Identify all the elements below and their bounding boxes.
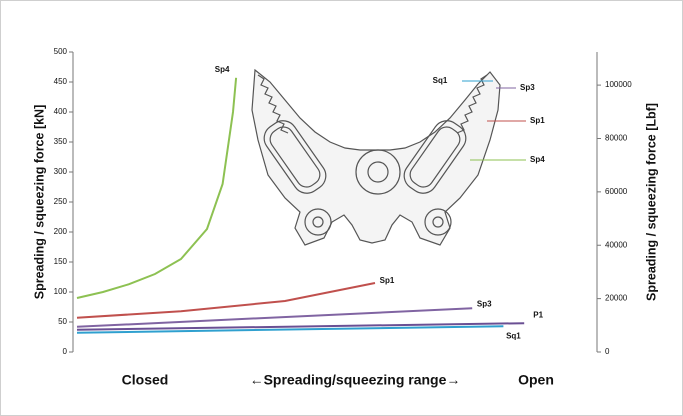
y-axis-title: Spreading / squeezing force [kN]	[32, 105, 46, 299]
y-tick-label: 100	[54, 287, 68, 296]
y2-tick-label: 40000	[605, 240, 628, 249]
series-label: Sp3	[477, 299, 492, 308]
y-tick-label: 0	[63, 347, 68, 356]
y2-tick-label: 0	[605, 347, 610, 356]
chart: Spreading / squeezing force [kN] Spreadi…	[0, 0, 683, 416]
part-label: Sp1	[530, 116, 545, 125]
series-label: P1	[533, 310, 543, 319]
y2-tick-label: 80000	[605, 134, 628, 143]
x-axis-title: ←Spreading/squeezing range→	[250, 372, 461, 388]
y2-axis-title: Spreading / squeezing force [Lbf]	[644, 103, 658, 301]
y2-tick-label: 60000	[605, 187, 628, 196]
y2-tick-label: 20000	[605, 294, 628, 303]
part-label: Sp3	[520, 83, 535, 92]
y-tick-label: 50	[58, 317, 67, 326]
y-tick-label: 300	[54, 167, 68, 176]
y-tick-label: 200	[54, 227, 68, 236]
y-tick-label: 450	[54, 77, 68, 86]
y2-tick-label: 100000	[605, 80, 632, 89]
y-tick-label: 400	[54, 107, 68, 116]
y-tick-label: 150	[54, 257, 68, 266]
part-label: Sp4	[530, 155, 545, 164]
y-tick-label: 500	[54, 47, 68, 56]
x-end-label: Open	[518, 372, 554, 388]
x-start-label: Closed	[122, 372, 169, 388]
y-tick-label: 250	[54, 197, 68, 206]
series-label: Sp1	[380, 276, 395, 285]
part-label: Sq1	[433, 76, 448, 85]
series-label: Sp4	[215, 65, 230, 74]
y-tick-label: 350	[54, 137, 68, 146]
series-label: Sq1	[506, 331, 521, 340]
